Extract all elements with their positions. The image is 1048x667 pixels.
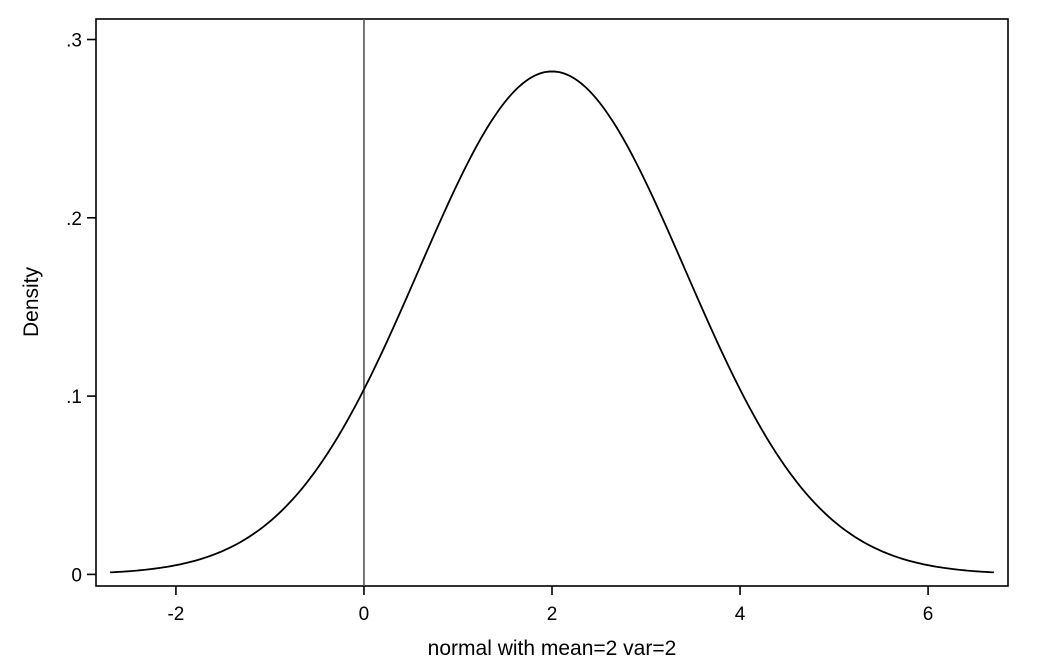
x-tick-label: 6 bbox=[923, 604, 934, 625]
x-tick-label: 0 bbox=[359, 604, 370, 625]
x-tick-label: 4 bbox=[735, 604, 746, 625]
y-tick-label: .2 bbox=[66, 209, 82, 230]
x-axis-title: normal with mean=2 var=2 bbox=[428, 637, 677, 660]
x-tick-label: 2 bbox=[547, 604, 558, 625]
y-axis-title: Density bbox=[20, 266, 43, 337]
x-axis: -2 0 2 4 6 bbox=[167, 586, 933, 625]
y-tick-label: 0 bbox=[71, 565, 82, 586]
y-tick-label: .1 bbox=[66, 387, 82, 408]
y-axis: 0 .1 .2 .3 bbox=[66, 31, 96, 586]
x-tick-label: -2 bbox=[167, 604, 184, 625]
y-tick-label: .3 bbox=[66, 31, 82, 52]
plot-area-frame bbox=[95, 18, 1009, 587]
density-curve bbox=[110, 70, 994, 574]
